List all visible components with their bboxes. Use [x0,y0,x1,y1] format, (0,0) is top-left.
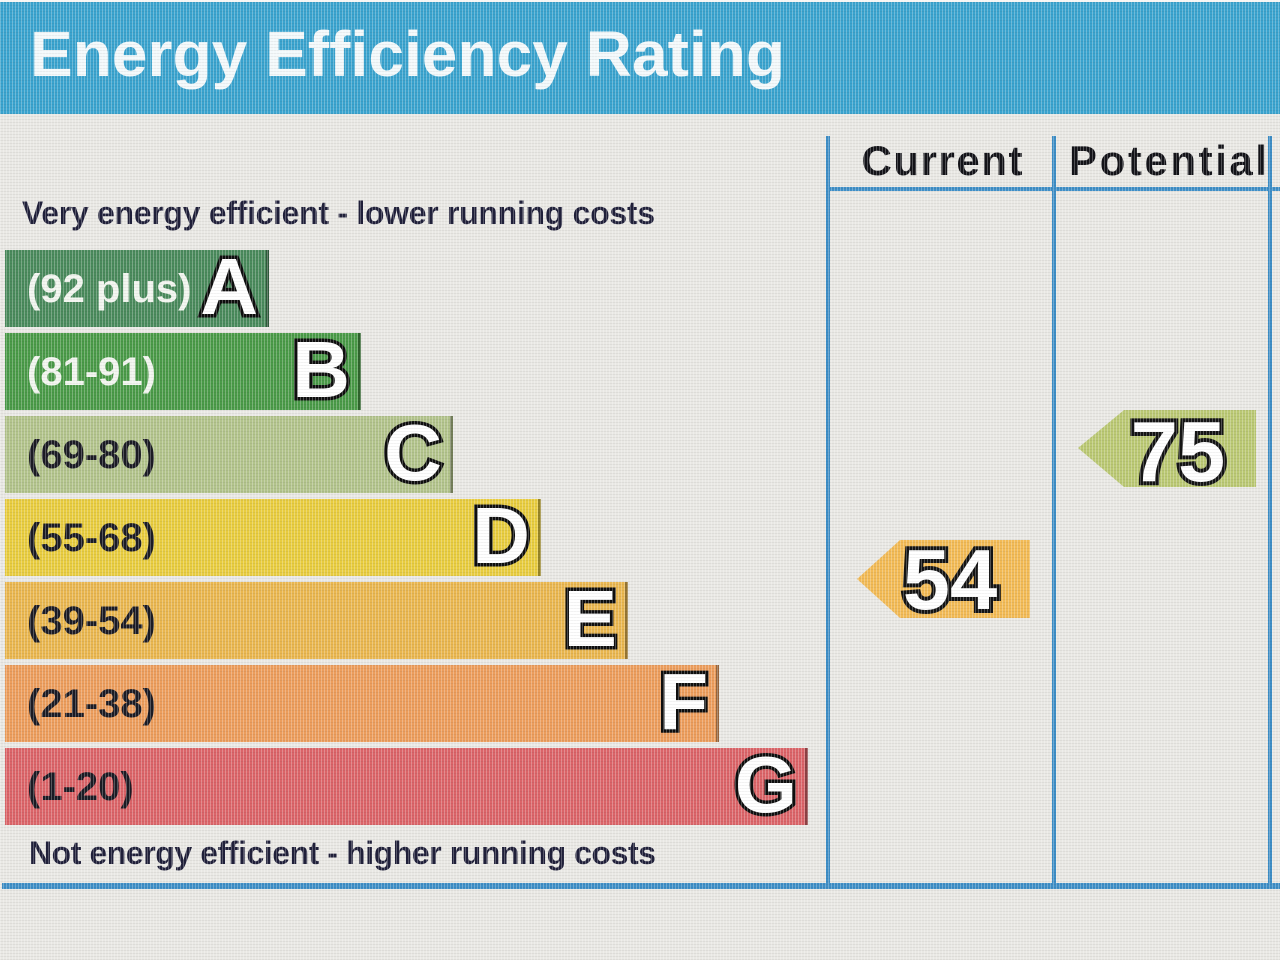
svg-text:B: B [292,325,350,414]
svg-text:G: G [735,740,797,829]
svg-text:54: 54 [903,533,998,628]
svg-text:(55-68): (55-68) [27,516,156,560]
svg-text:Energy Efficiency Rating: Energy Efficiency Rating [30,18,785,90]
svg-text:Current: Current [862,137,1023,184]
svg-text:(39-54): (39-54) [27,599,156,643]
svg-text:D: D [472,491,530,580]
svg-text:E: E [564,574,617,663]
svg-text:(21-38): (21-38) [27,682,156,726]
svg-text:F: F [659,657,708,746]
svg-text:(81-91): (81-91) [27,350,156,394]
svg-text:(69-80): (69-80) [27,433,156,477]
svg-text:75: 75 [1131,405,1226,500]
svg-text:(1-20): (1-20) [27,765,134,809]
svg-text:(92 plus): (92 plus) [27,267,191,311]
svg-text:Very energy efficient - lower: Very energy efficient - lower running co… [22,195,655,231]
svg-text:A: A [200,242,258,331]
svg-text:Not energy efficient - higher: Not energy efficient - higher running co… [29,835,656,871]
svg-text:C: C [384,408,442,497]
